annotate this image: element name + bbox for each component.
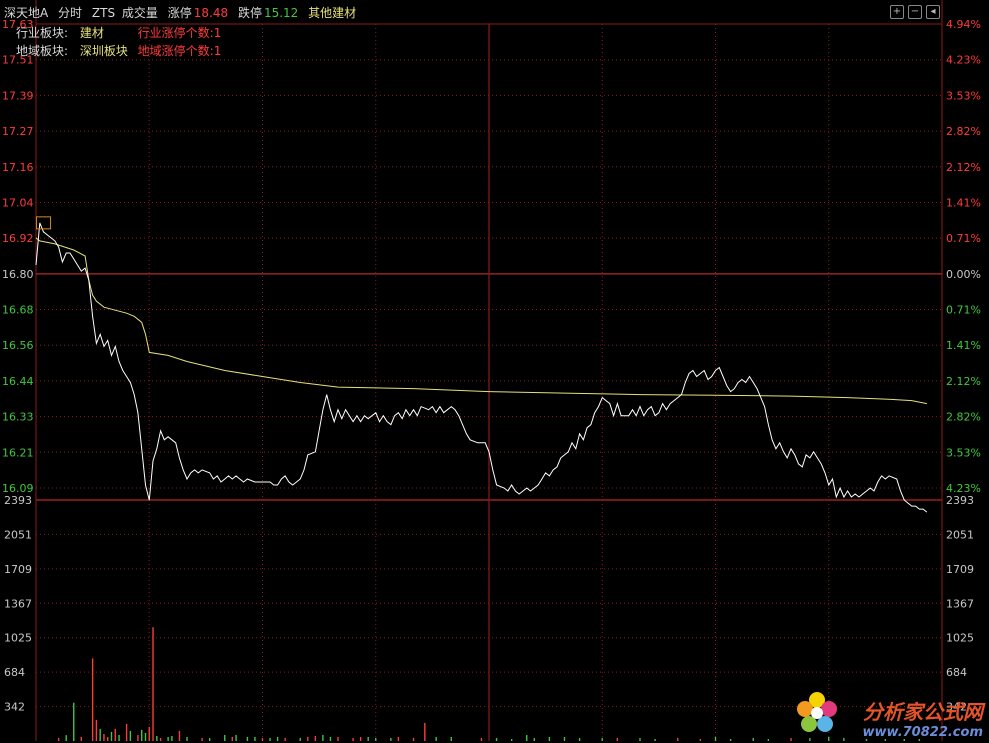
percent-tick-label: 4.94%	[946, 18, 981, 31]
percent-tick-label: 4.23%	[946, 482, 981, 495]
price-tick-label: 17.39	[2, 89, 34, 102]
volume-tick-label-right: 2051	[946, 528, 974, 541]
region-limit-count: 地域涨停个数:1	[137, 44, 222, 58]
percent-tick-label: 1.41%	[946, 339, 981, 352]
price-tick-label: 17.16	[2, 161, 34, 174]
limit-up-label: 涨停	[167, 6, 192, 20]
axis-labels: 17.63 17.51 17.39 17.27 17.16 17.04 16.92 16.80…	[2, 18, 981, 714]
chart-header: 深天地A 分时 ZTS 成交量 涨停 18.48 跌停 15.12 其他建材	[4, 4, 362, 21]
price-line	[35, 222, 928, 513]
flower-logo-icon	[797, 692, 837, 732]
industry-limit-count: 行业涨停个数:1	[137, 26, 222, 40]
volume-tick-label-right: 1367	[946, 597, 974, 610]
volume-bars	[57, 627, 921, 741]
percent-tick-label: 3.53%	[946, 446, 981, 459]
price-tick-label: 17.51	[2, 54, 34, 67]
cursor-marker[interactable]	[36, 216, 52, 230]
sector-label[interactable]: 其他建材	[308, 6, 357, 20]
price-tick-label: 16.56	[2, 339, 34, 352]
limit-down-label: 跌停	[237, 6, 262, 20]
volume-tick-label: 2393	[4, 494, 32, 507]
volume-tick-label-right: 1709	[946, 563, 974, 576]
price-tick-label: 16.33	[2, 411, 34, 424]
volume-tick-label: 1367	[4, 597, 32, 610]
volume-label[interactable]: 成交量	[121, 6, 158, 20]
percent-tick-label: 1.41%	[946, 196, 981, 209]
percent-tick-label: 2.82%	[946, 411, 981, 424]
zoom-out-icon[interactable]: −	[908, 5, 922, 19]
volume-tick-label-right: 342	[946, 701, 967, 714]
price-tick-label: 16.80	[2, 268, 34, 281]
volume-tick-label-right: 1025	[946, 632, 974, 645]
industry-row: 行业板块: 建材 行业涨停个数:1	[4, 24, 229, 41]
percent-tick-label: 0.00%	[946, 268, 981, 281]
watermark-url: www.70822.com	[862, 725, 984, 740]
percent-tick-label: 2.12%	[946, 161, 981, 174]
price-tick-label: 16.21	[2, 446, 34, 459]
collapse-icon[interactable]: ◂	[926, 5, 940, 19]
price-tick-label: 17.04	[2, 196, 34, 209]
region-value[interactable]: 深圳板块	[79, 44, 128, 58]
price-tick-label: 16.92	[2, 232, 34, 245]
chart-grid	[35, 0, 943, 741]
price-tick-label: 16.44	[2, 375, 34, 388]
percent-tick-label: 2.12%	[946, 375, 981, 388]
price-tick-label: 16.09	[2, 482, 34, 495]
price-tick-label: 16.68	[2, 304, 34, 317]
price-tick-label: 17.63	[2, 18, 34, 31]
volume-tick-label: 342	[4, 701, 25, 714]
industry-label: 行业板块:	[15, 26, 68, 40]
region-row: 地域板块: 深圳板块 地域涨停个数:1	[4, 42, 229, 59]
volume-tick-label-right: 684	[946, 666, 967, 679]
average-price-line	[35, 237, 927, 405]
volume-tick-label: 684	[4, 666, 25, 679]
percent-tick-label: 0.71%	[946, 232, 981, 245]
watermark-title: 分析家公式网	[863, 700, 983, 724]
zoom-in-icon[interactable]: +	[890, 5, 904, 19]
volume-tick-label: 1709	[4, 563, 32, 576]
percent-tick-label: 4.23%	[946, 54, 981, 67]
percent-tick-label: 0.71%	[946, 304, 981, 317]
limit-down-value: 15.12	[263, 6, 299, 20]
stock-name[interactable]: 深天地A	[4, 6, 49, 20]
watermark: 分析家公式网 www.70822.com	[863, 696, 984, 740]
region-label: 地域板块:	[15, 44, 68, 58]
percent-tick-label: 2.82%	[946, 125, 981, 138]
volume-tick-label-right: 2393	[946, 494, 974, 507]
volume-tick-label: 2051	[4, 528, 32, 541]
volume-tick-label: 1025	[4, 632, 32, 645]
indicator-label[interactable]: ZTS	[91, 6, 116, 20]
percent-tick-label: 3.53%	[946, 89, 981, 102]
price-tick-label: 17.27	[2, 125, 34, 138]
limit-up-value: 18.48	[193, 6, 229, 20]
industry-value[interactable]: 建材	[79, 26, 104, 40]
mode-label[interactable]: 分时	[58, 6, 83, 20]
